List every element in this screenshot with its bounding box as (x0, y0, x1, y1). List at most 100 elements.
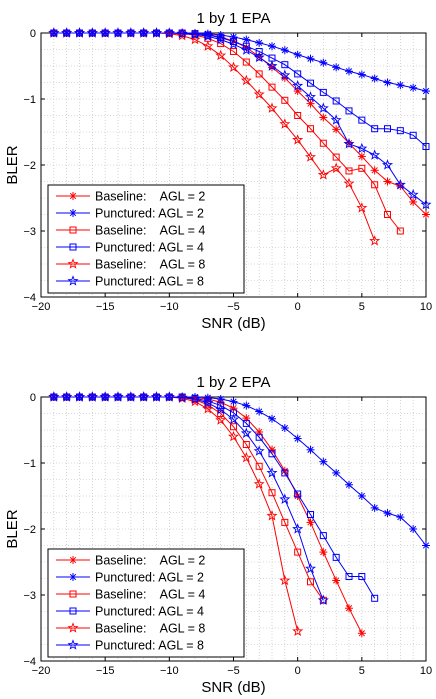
data-point (305, 91, 316, 102)
x-tick-label: −10 (160, 301, 179, 313)
x-tick-label: 10 (420, 301, 432, 313)
data-point (215, 49, 227, 61)
y-axis-label: BLER (4, 145, 21, 184)
data-point (294, 548, 302, 556)
data-point (48, 391, 60, 402)
data-point (294, 70, 302, 78)
data-point (370, 74, 379, 83)
data-point (230, 47, 237, 55)
data-point (189, 28, 201, 39)
data-point (345, 167, 353, 175)
data-point (228, 430, 239, 442)
legend-entry: Punctured: AGL = 2 (56, 207, 204, 221)
data-point (292, 80, 304, 91)
data-point (345, 107, 353, 115)
data-point (240, 74, 252, 86)
data-point (255, 47, 263, 55)
data-point (48, 27, 60, 38)
y-tick-label: 0 (30, 392, 36, 404)
legend-box (47, 548, 245, 658)
legend-entry: Punctured: AGL = 2 (56, 571, 204, 585)
legend-label: Baseline: AGL = 4 (95, 224, 205, 238)
data-point (305, 151, 316, 162)
data-point (370, 166, 379, 175)
data-point (112, 391, 124, 402)
data-point (409, 131, 417, 139)
data-point (125, 27, 137, 38)
data-point (332, 63, 341, 72)
legend-label: Punctured: AGL = 8 (95, 275, 204, 289)
y-axis-label: BLER (4, 509, 21, 548)
legend-label: Baseline: AGL = 2 (95, 554, 205, 568)
data-point (202, 40, 214, 51)
y-tick-label: −4 (23, 656, 36, 668)
legend-entry: Punctured: AGL = 8 (56, 639, 204, 653)
data-point (268, 83, 276, 91)
legend-label: Baseline: AGL = 8 (95, 622, 205, 636)
data-point (255, 433, 263, 441)
data-point (319, 88, 327, 96)
data-point (74, 27, 85, 38)
data-point (112, 27, 124, 38)
data-point (382, 159, 393, 170)
data-point (307, 125, 314, 133)
legend-label: Punctured: AGL = 4 (95, 605, 204, 619)
data-point (281, 469, 289, 477)
data-point (242, 35, 251, 44)
legend-label: Baseline: AGL = 2 (95, 190, 205, 204)
data-point (409, 83, 418, 92)
series-6 (48, 27, 432, 210)
series-6 (48, 391, 329, 605)
legend-marker (67, 258, 79, 269)
legend-entry: Punctured: AGL = 4 (56, 605, 204, 619)
data-point (317, 594, 329, 605)
data-point (384, 125, 391, 133)
x-tick-label: −15 (96, 301, 115, 313)
data-point (422, 210, 430, 219)
data-point (215, 403, 227, 415)
data-point (253, 88, 265, 100)
data-point (266, 102, 278, 113)
data-point (332, 553, 340, 561)
data-point (420, 198, 432, 210)
data-point (319, 58, 328, 67)
data-point (138, 27, 150, 38)
data-point (357, 492, 366, 500)
data-point (86, 391, 98, 402)
data-point (319, 113, 328, 122)
data-point (384, 211, 391, 218)
legend-entry: Baseline: AGL = 2 (56, 554, 205, 568)
data-point (330, 114, 342, 125)
data-point (242, 58, 250, 66)
data-point (332, 153, 340, 161)
data-point (189, 393, 201, 404)
legend-entry: Baseline: AGL = 4 (56, 588, 205, 602)
chart-1: −20 −15 −10 −5 0 5 10 0 −1 −2 −3 −4 Baseline: AGL = … (4, 10, 432, 332)
legend-entry: Baseline: AGL = 4 (56, 224, 205, 238)
data-point (396, 81, 405, 90)
data-point (268, 414, 276, 423)
data-point (202, 397, 214, 408)
data-point (266, 60, 278, 71)
legend: Baseline: AGL = 2 Punctured: AGL = 2 Basel… (47, 548, 245, 658)
data-point (240, 427, 252, 438)
legend-entry: Punctured: AGL = 4 (56, 241, 204, 255)
chart-2: −20 −15 −10 −5 0 5 10 0 −1 −2 −3 −4 Baseline: AGL = … (4, 374, 432, 696)
data-point (215, 33, 227, 45)
data-point (255, 462, 263, 470)
data-point (293, 434, 302, 443)
data-point (394, 179, 406, 190)
data-point (306, 445, 315, 454)
data-point (422, 87, 430, 96)
data-point (396, 513, 405, 522)
y-tick-label: −2 (23, 524, 36, 536)
x-axis-label: SNR (dB) (201, 679, 265, 696)
data-point (125, 391, 137, 402)
data-point (268, 489, 276, 497)
data-point (240, 451, 252, 463)
x-tick-label: 0 (295, 301, 301, 313)
data-point (229, 397, 238, 406)
data-point (409, 525, 418, 533)
data-point (176, 27, 188, 39)
legend-entry: Baseline: AGL = 8 (56, 622, 205, 636)
